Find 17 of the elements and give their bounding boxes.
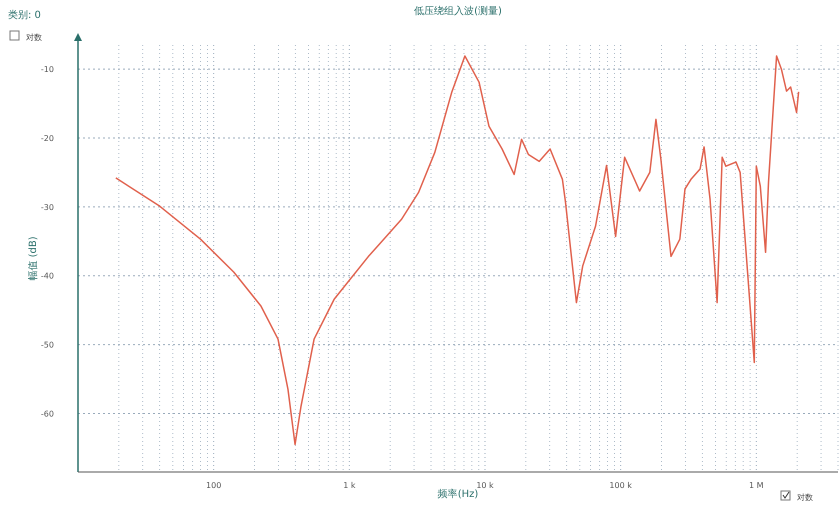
x-tick-label: 1 k <box>343 481 356 490</box>
text: 对数 <box>797 493 813 502</box>
text: 对数 <box>26 33 42 42</box>
x-tick-label: 100 k <box>609 481 632 490</box>
y-tick-label: -20 <box>40 134 54 143</box>
chart-title: 低压绕组入波(测量) <box>414 5 502 17</box>
x-tick-label: 10 k <box>476 481 494 490</box>
x-axis-title: 频率(Hz) <box>438 488 478 500</box>
y-tick-label: -40 <box>40 272 54 281</box>
x-tick-label: 100 <box>206 481 222 490</box>
x-tick-label: 1 M <box>749 481 764 490</box>
y-tick-label: -50 <box>40 340 54 350</box>
text: 类别: 0 <box>8 9 41 21</box>
y-tick-label: -10 <box>40 65 54 74</box>
y-tick-label: -60 <box>40 409 54 418</box>
y-tick-label: -30 <box>40 202 54 212</box>
y-axis-title: 幅值 (dB) <box>27 236 39 281</box>
